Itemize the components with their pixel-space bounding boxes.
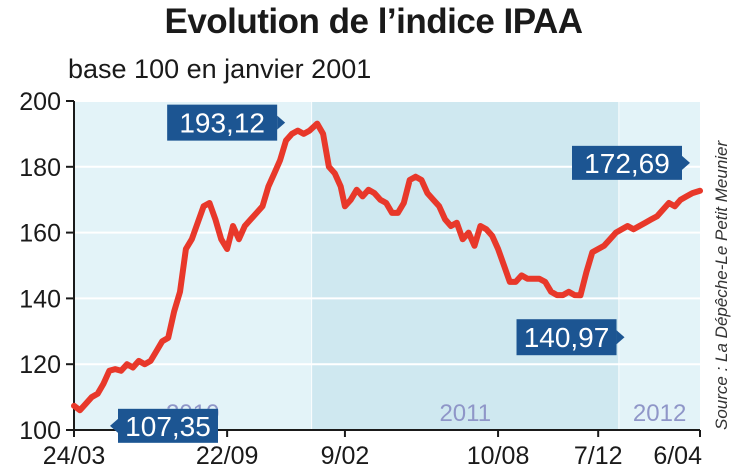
callout-pointer bbox=[277, 115, 286, 130]
x-tick-label: 7/12 bbox=[574, 442, 623, 470]
y-tick-label: 160 bbox=[19, 220, 61, 248]
x-tick-label: 24/03 bbox=[43, 442, 106, 470]
callout-label: 172,69 bbox=[584, 148, 670, 179]
callout-pointer bbox=[682, 155, 690, 170]
x-tick-label: 9/02 bbox=[321, 442, 370, 470]
value-callout bbox=[516, 319, 617, 356]
y-tick-label: 100 bbox=[19, 417, 61, 445]
series-line bbox=[71, 120, 703, 414]
y-tick-label: 180 bbox=[19, 154, 61, 182]
callout-pointer bbox=[110, 418, 118, 433]
callout-pointer bbox=[616, 330, 625, 345]
x-tick-label: 10/08 bbox=[467, 442, 530, 470]
callout-label: 107,35 bbox=[125, 411, 211, 442]
year-band-2011 bbox=[312, 101, 619, 430]
callout-label: 140,97 bbox=[524, 322, 610, 353]
year-label: 2012 bbox=[633, 400, 686, 427]
value-callout bbox=[118, 408, 218, 443]
value-callout bbox=[167, 104, 278, 141]
y-tick-label: 200 bbox=[19, 88, 61, 116]
chart-subtitle: base 100 en janvier 2001 bbox=[68, 54, 372, 84]
x-tick-label: 6/04 bbox=[653, 442, 702, 470]
callout-label: 193,12 bbox=[179, 108, 265, 139]
y-tick-label: 140 bbox=[19, 285, 61, 313]
year-band-2010 bbox=[74, 101, 312, 430]
year-label: 2011 bbox=[439, 400, 491, 427]
chart-title: Evolution de l’indice IPAA bbox=[164, 2, 583, 41]
y-tick-label: 120 bbox=[19, 351, 61, 379]
x-tick-label: 22/09 bbox=[196, 442, 259, 470]
value-callout bbox=[572, 145, 682, 180]
